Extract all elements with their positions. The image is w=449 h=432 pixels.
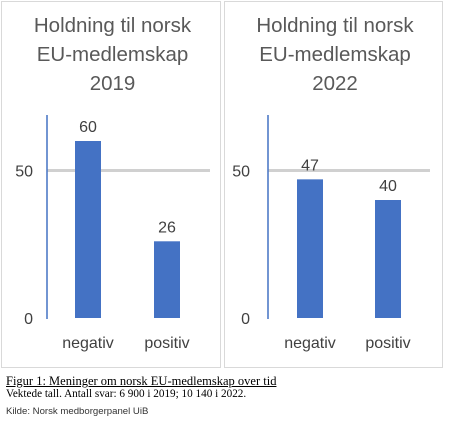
category-label-positiv: positiv: [144, 335, 189, 352]
category-label-negativ: negativ: [62, 335, 114, 352]
chart-title-line-1: Holdning til norsk: [34, 14, 192, 37]
chart-title-line-1: Holdning til norsk: [256, 14, 414, 37]
data-label-negativ: 60: [79, 119, 97, 136]
panel-frame: [1, 1, 221, 368]
figure-note: Vektede tall. Antall svar: 6 900 i 2019;…: [6, 388, 247, 400]
category-label-positiv: positiv: [365, 335, 410, 352]
data-label-negativ: 47: [301, 157, 319, 174]
y-tick-label-50: 50: [15, 164, 33, 181]
bar-negativ: [297, 179, 323, 318]
caption-block: Figur 1: Meninger om norsk EU-medlemskap…: [6, 374, 446, 418]
figure-panels: Holdning til norsk EU-medlemskap 2019 0 50 60…: [1, 1, 443, 368]
chart-panel-2: Holdning til norsk EU-medlemskap 2022 0 50 47…: [224, 1, 443, 368]
y-tick-label-0: 0: [241, 311, 250, 328]
chart-panel-1: Holdning til norsk EU-medlemskap 2019 0 50 60…: [1, 1, 221, 368]
panel-frame: [224, 1, 443, 368]
data-label-positiv: 40: [379, 178, 397, 195]
bar-negativ: [75, 141, 101, 318]
y-tick-label-0: 0: [24, 311, 33, 328]
chart-title-line-2: EU-medlemskap: [259, 43, 411, 66]
y-tick-label-50: 50: [232, 164, 250, 181]
chart-title-line-3: 2019: [90, 72, 136, 95]
bar-positiv: [154, 241, 180, 318]
category-label-negativ: negativ: [284, 335, 336, 352]
chart-title-line-2: EU-medlemskap: [37, 43, 189, 66]
figure-source: Kilde: Norsk medborgerpanel UiB: [6, 406, 149, 417]
figure-caption: Figur 1: Meninger om norsk EU-medlemskap…: [6, 374, 277, 388]
data-label-positiv: 26: [158, 219, 176, 236]
bar-positiv: [375, 200, 401, 318]
chart-title-line-3: 2022: [312, 72, 358, 95]
